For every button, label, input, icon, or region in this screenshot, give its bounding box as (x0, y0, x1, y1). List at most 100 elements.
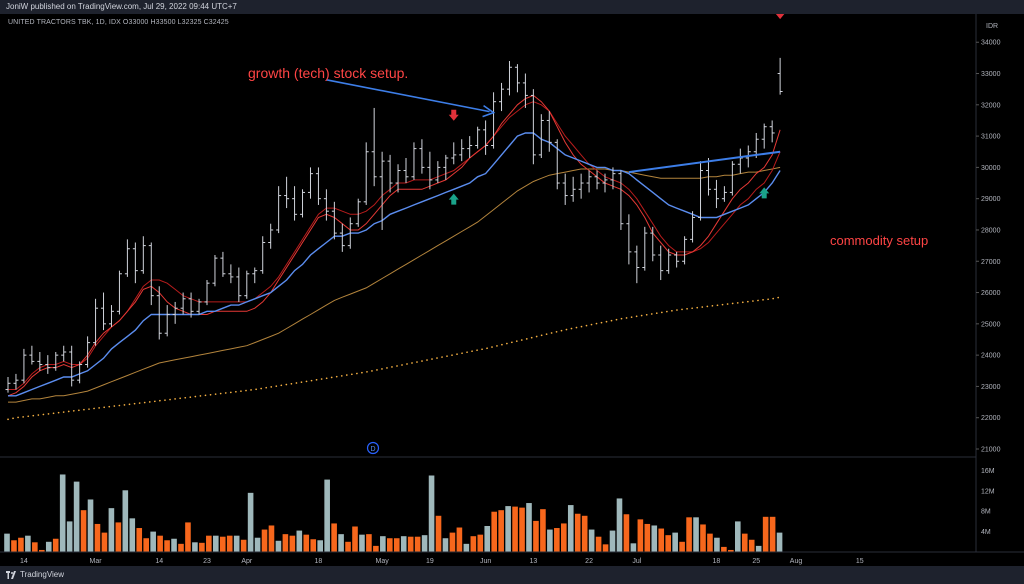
volume-bar[interactable] (303, 534, 310, 552)
ohlc-bar[interactable] (538, 114, 544, 159)
volume-bar[interactable] (213, 535, 219, 552)
volume-bar[interactable] (755, 545, 762, 552)
volume-bar[interactable] (73, 481, 80, 552)
volume-bar[interactable] (240, 539, 247, 552)
volume-bar[interactable] (18, 537, 24, 552)
volume-bar[interactable] (324, 479, 330, 552)
ohlc-bar[interactable] (140, 236, 146, 274)
ohlc-bar[interactable] (347, 217, 353, 249)
volume-bar[interactable] (637, 519, 644, 552)
ohlc-bar[interactable] (339, 223, 345, 252)
ohlc-bar[interactable] (284, 176, 290, 209)
ohlc-bar[interactable] (443, 154, 449, 180)
ohlc-bar[interactable] (93, 298, 99, 346)
ohlc-bar[interactable] (61, 345, 67, 362)
ohlc-bar[interactable] (21, 348, 27, 384)
volume-bar[interactable] (435, 515, 442, 552)
ohlc-bar[interactable] (562, 173, 568, 205)
ohlc-bar[interactable] (618, 170, 624, 230)
volume-bar[interactable] (609, 530, 616, 552)
volume-bar[interactable] (393, 538, 400, 552)
volume-bar[interactable] (366, 534, 372, 552)
volume-bar[interactable] (581, 515, 588, 552)
ohlc-bar[interactable] (371, 107, 377, 187)
volume-bar[interactable] (728, 549, 734, 552)
volume-bar[interactable] (115, 522, 122, 552)
ohlc-bar[interactable] (331, 201, 337, 240)
ohlc-bar[interactable] (387, 154, 393, 193)
ohlc-bar[interactable] (674, 251, 680, 268)
volume-bar[interactable] (658, 528, 665, 552)
volume-bar[interactable] (39, 549, 45, 552)
ohlc-bar[interactable] (682, 236, 688, 265)
volume-bar[interactable] (665, 535, 671, 552)
ohlc-bar[interactable] (435, 161, 441, 184)
volume-bar[interactable] (192, 542, 198, 552)
arrow-down-icon[interactable] (775, 14, 785, 20)
volume-bar[interactable] (741, 533, 748, 552)
volume-bar[interactable] (226, 535, 233, 552)
volume-bar[interactable] (449, 532, 456, 552)
ohlc-bar[interactable] (85, 336, 91, 368)
ohlc-bar[interactable] (379, 151, 385, 230)
volume-bar[interactable] (491, 511, 497, 552)
volume-bar[interactable] (136, 528, 143, 552)
ohlc-bar[interactable] (29, 345, 35, 365)
ohlc-bar[interactable] (459, 139, 465, 162)
ohlc-bar[interactable] (586, 170, 592, 193)
volume-bar[interactable] (199, 542, 205, 552)
volume-bar[interactable] (373, 545, 379, 552)
volume-bar[interactable] (547, 529, 553, 552)
ohlc-bar[interactable] (506, 61, 512, 96)
volume-bar[interactable] (261, 529, 268, 552)
volume-bar[interactable] (310, 539, 317, 552)
ohlc-bar[interactable] (705, 158, 711, 196)
ohlc-bar[interactable] (268, 223, 274, 249)
ohlc-bar[interactable] (172, 301, 178, 324)
volume-bar[interactable] (456, 527, 463, 552)
volume-bar[interactable] (282, 534, 289, 552)
volume-bar[interactable] (428, 475, 435, 553)
volume-bar[interactable] (268, 525, 275, 552)
volume-bar[interactable] (602, 544, 609, 552)
volume-bar[interactable] (526, 503, 532, 552)
volume-bar[interactable] (421, 535, 428, 552)
ohlc-bar[interactable] (570, 176, 576, 202)
volume-bar[interactable] (317, 540, 323, 552)
ohlc-bar[interactable] (363, 142, 369, 205)
volume-bar[interactable] (679, 541, 685, 552)
ohlc-bar[interactable] (419, 139, 425, 174)
volume-bar[interactable] (776, 532, 783, 552)
ohlc-bar[interactable] (323, 189, 329, 221)
volume-bar[interactable] (275, 540, 282, 552)
ohlc-bar[interactable] (355, 198, 361, 227)
volume-bar[interactable] (554, 528, 560, 552)
volume-bar[interactable] (630, 543, 637, 552)
volume-bar[interactable] (164, 540, 170, 552)
volume-bar[interactable] (623, 514, 630, 552)
ohlc-bar[interactable] (769, 120, 775, 143)
volume-bar[interactable] (331, 523, 337, 552)
volume-bar[interactable] (233, 535, 240, 552)
ohlc-bar[interactable] (220, 251, 226, 277)
price-chart[interactable]: 21000 22000 23000 24000 25000 26000 27000 28000… (0, 14, 1024, 566)
ohlc-bar[interactable] (578, 173, 584, 199)
ohlc-bar[interactable] (650, 226, 656, 262)
ohlc-bar[interactable] (124, 239, 130, 277)
arrow-up-icon[interactable] (448, 193, 459, 205)
ohlc-bar[interactable] (260, 236, 266, 274)
ohlc-bar[interactable] (37, 352, 43, 371)
ohlc-bar[interactable] (148, 242, 154, 306)
ohlc-bar[interactable] (212, 255, 218, 287)
ohlc-bar[interactable] (753, 132, 759, 159)
ohlc-bar[interactable] (101, 292, 107, 331)
volume-bar[interactable] (574, 513, 581, 552)
volume-bar[interactable] (721, 546, 727, 552)
ohlc-bar[interactable] (116, 270, 122, 315)
ohlc-bar[interactable] (491, 92, 497, 149)
ohlc-bar[interactable] (156, 286, 162, 340)
volume-bar[interactable] (94, 523, 101, 552)
volume-bar[interactable] (32, 542, 38, 552)
ohlc-bar[interactable] (180, 292, 186, 315)
volume-bar[interactable] (762, 516, 769, 552)
